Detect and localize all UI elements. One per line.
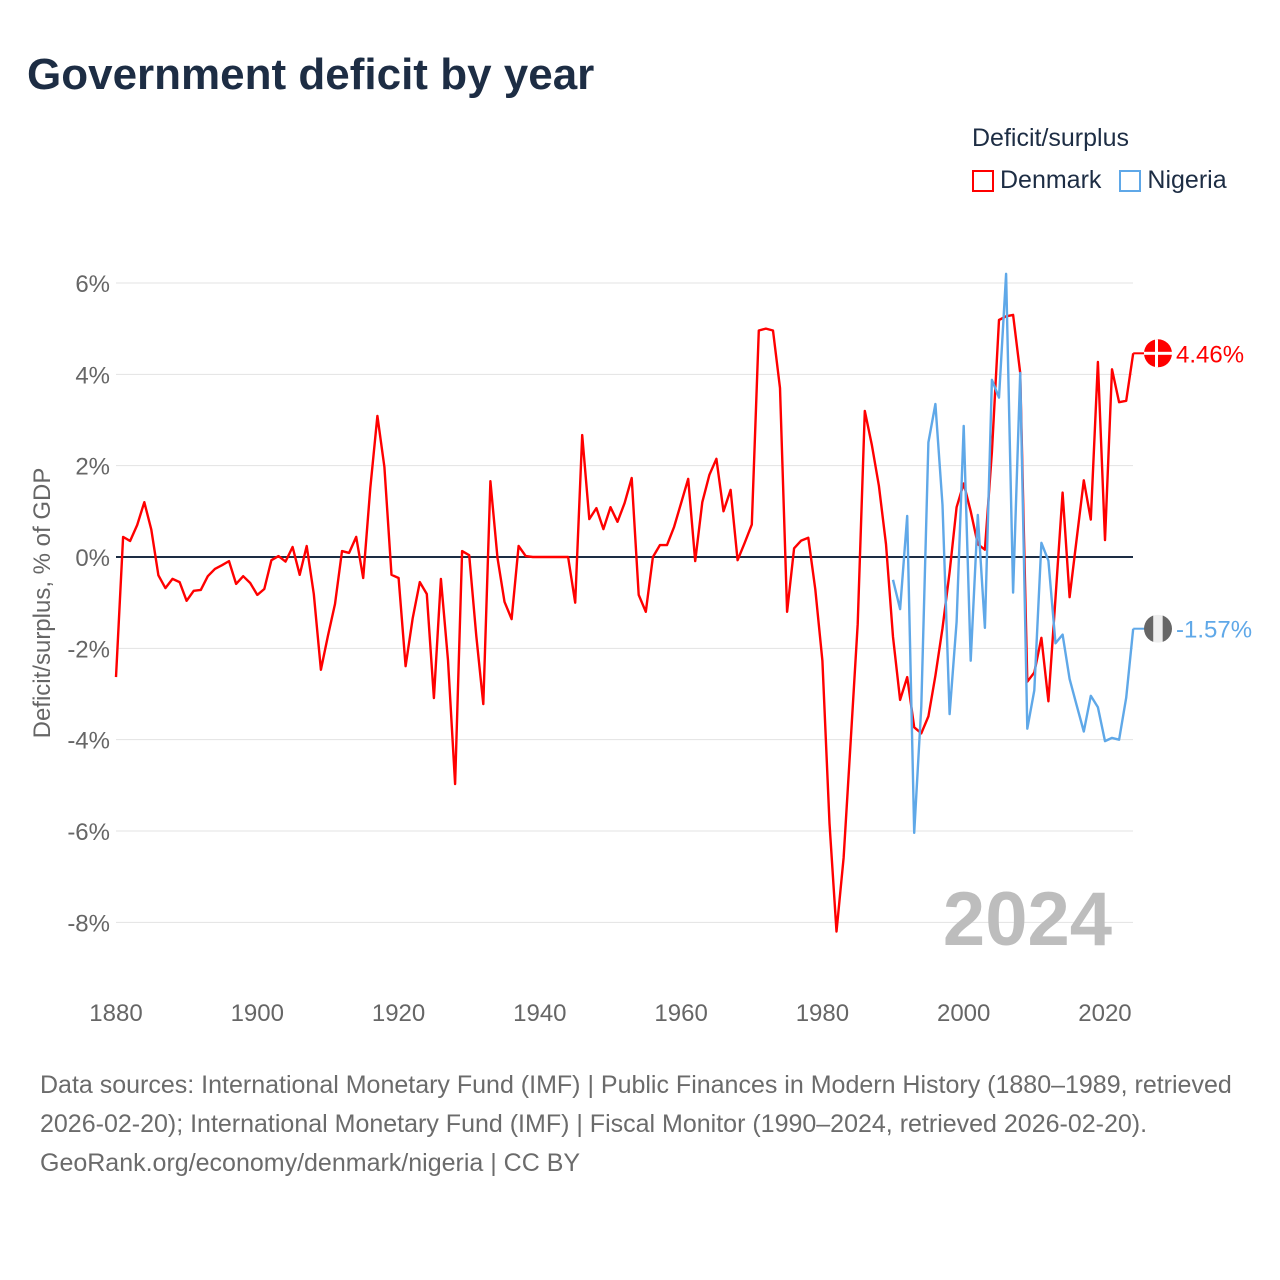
year-watermark: 2024 — [943, 877, 1112, 962]
chart-title: Government deficit by year — [27, 50, 595, 99]
x-tick-label: 1880 — [89, 1000, 142, 1027]
denmark-flag-icon — [1144, 339, 1172, 368]
x-tick-label: 1980 — [796, 1000, 849, 1027]
x-tick-label: 1940 — [513, 1000, 566, 1027]
source-link[interactable]: GeoRank.org/economy/denmark/nigeria | CC… — [40, 1149, 581, 1177]
x-tick-label: 2000 — [937, 1000, 990, 1027]
y-tick-label: 2% — [75, 454, 110, 481]
footer: Data sources: International Monetary Fun… — [40, 1066, 1240, 1183]
y-tick-label: -2% — [67, 636, 110, 663]
y-tick-label: -4% — [67, 728, 110, 755]
end-value-label-denmark: 4.46% — [1176, 341, 1244, 368]
x-tick-label: 1920 — [372, 1000, 425, 1027]
y-tick-label: -6% — [67, 819, 110, 846]
data-sources: Data sources: International Monetary Fun… — [40, 1071, 1232, 1138]
legend-item-nigeria[interactable]: Nigeria — [1119, 166, 1227, 195]
series-line-nigeria[interactable] — [891, 272, 1135, 834]
x-tick-label: 1960 — [654, 1000, 707, 1027]
y-tick-label: 0% — [75, 545, 110, 572]
end-value-label-nigeria: -1.57% — [1176, 617, 1252, 644]
x-tick-label: 2020 — [1078, 1000, 1131, 1027]
legend: Denmark Nigeria — [972, 166, 1227, 195]
x-tick-label: 1900 — [231, 1000, 284, 1027]
legend-item-denmark[interactable]: Denmark — [972, 166, 1101, 195]
y-tick-label: -8% — [67, 910, 110, 937]
y-axis-label: Deficit/surplus, % of GDP — [29, 468, 56, 739]
legend-label-nigeria: Nigeria — [1147, 166, 1227, 194]
legend-swatch-nigeria — [1119, 169, 1142, 192]
y-tick-label: 6% — [75, 271, 110, 298]
nigeria-flag-icon — [1144, 614, 1172, 643]
y-tick-label: 4% — [75, 362, 110, 389]
legend-swatch-denmark — [972, 169, 994, 192]
series-line-denmark[interactable] — [114, 313, 1135, 933]
legend-title: Deficit/surplus — [972, 124, 1129, 152]
legend-label-denmark: Denmark — [1000, 166, 1102, 194]
